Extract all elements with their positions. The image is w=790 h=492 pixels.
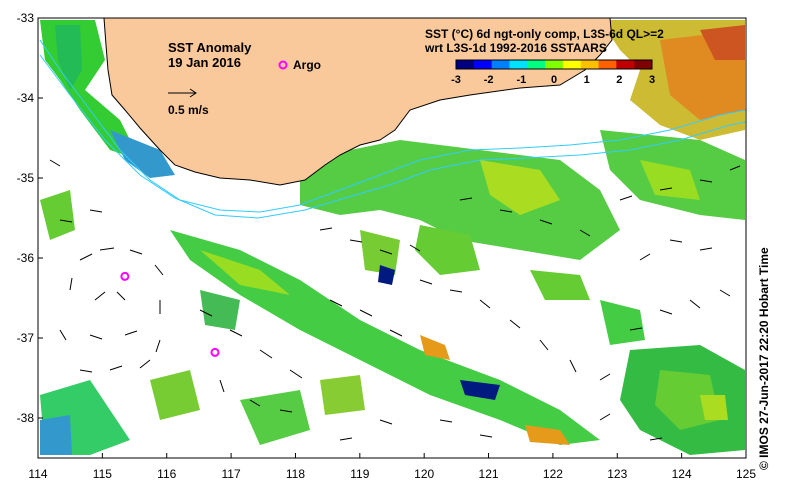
x-tick-label: 117: [222, 467, 241, 481]
velocity-scale-label: 0.5 m/s: [168, 103, 209, 117]
y-tick-label: -34: [17, 91, 35, 105]
velocity-scale-arrow: [168, 88, 197, 98]
colorbar-segment: [634, 60, 653, 69]
colorbar-tick-label: -2: [484, 74, 494, 86]
x-tick-label: 121: [479, 467, 499, 481]
map-title: SST Anomaly: [168, 40, 252, 55]
y-tick-label: -38: [17, 411, 35, 425]
colorbar-tick-label: 2: [616, 74, 622, 86]
x-tick-label: 122: [543, 467, 563, 481]
colorbar-segment: [616, 60, 635, 69]
colorbar-tick-label: -3: [451, 74, 461, 86]
colorbar-tick-label: 3: [649, 74, 655, 86]
y-tick-label: -33: [17, 11, 35, 25]
bathymetry-contours: [39, 39, 747, 219]
colorbar-segment: [473, 60, 493, 69]
product-line-2: wrt L3S-1d 1992-2016 SSTAARS: [424, 41, 607, 55]
y-tick-label: -36: [17, 251, 35, 265]
x-tick-label: 115: [93, 467, 112, 481]
argo-legend-marker: [278, 60, 288, 70]
x-tick-label: 119: [350, 467, 369, 481]
argo-float-marker: [120, 271, 130, 281]
x-tick-label: 123: [607, 467, 627, 481]
x-tick-label: 120: [414, 467, 434, 481]
colorbar-segment: [562, 60, 582, 69]
colorbar-segment: [456, 60, 475, 69]
argo-floats: [120, 271, 220, 357]
x-tick-label: 118: [286, 467, 305, 481]
x-axis: 114 115 116 117 118 119 120 121 122 123 124 125: [28, 453, 756, 481]
colorbar-segment: [491, 60, 510, 69]
colorbar-frame: [455, 59, 653, 70]
colorbar-tick-label: -1: [516, 74, 526, 86]
colorbar-tick-label: 1: [584, 74, 590, 86]
colorbar-segment: [580, 60, 600, 69]
product-line-1: SST (°C) 6d ngt-only comp, L3S-6d QL>=2: [425, 27, 664, 41]
y-tick-label: -35: [17, 171, 35, 185]
argo-legend-label: Argo: [293, 58, 321, 72]
current-vectors: [49, 159, 741, 441]
y-axis: -33 -34 -35 -36 -37 -38: [17, 11, 43, 425]
plot-frame: [37, 17, 747, 459]
colorbar-segment: [527, 60, 546, 69]
y-tick-label: -37: [17, 331, 35, 345]
colorbar-segment: [509, 60, 528, 69]
x-tick-label: 116: [157, 467, 176, 481]
colorbar-ticks: -3 -2 -1 0 1 2 3: [451, 74, 655, 86]
colorbar-segment: [598, 60, 617, 69]
x-tick-label: 114: [28, 467, 47, 481]
x-tick-label: 125: [736, 467, 756, 481]
map-date: 19 Jan 2016: [168, 55, 241, 70]
x-tick-label: 124: [672, 467, 692, 481]
sst-patches: [40, 20, 745, 455]
credit-text: © IMOS 27-Jun-2017 22:20 Hobart Time: [757, 247, 771, 470]
colorbar-segment: [545, 60, 564, 69]
argo-float-marker: [210, 347, 220, 357]
colorbar-tick-label: 0: [551, 74, 557, 86]
sst-colorbar: [455, 59, 653, 70]
